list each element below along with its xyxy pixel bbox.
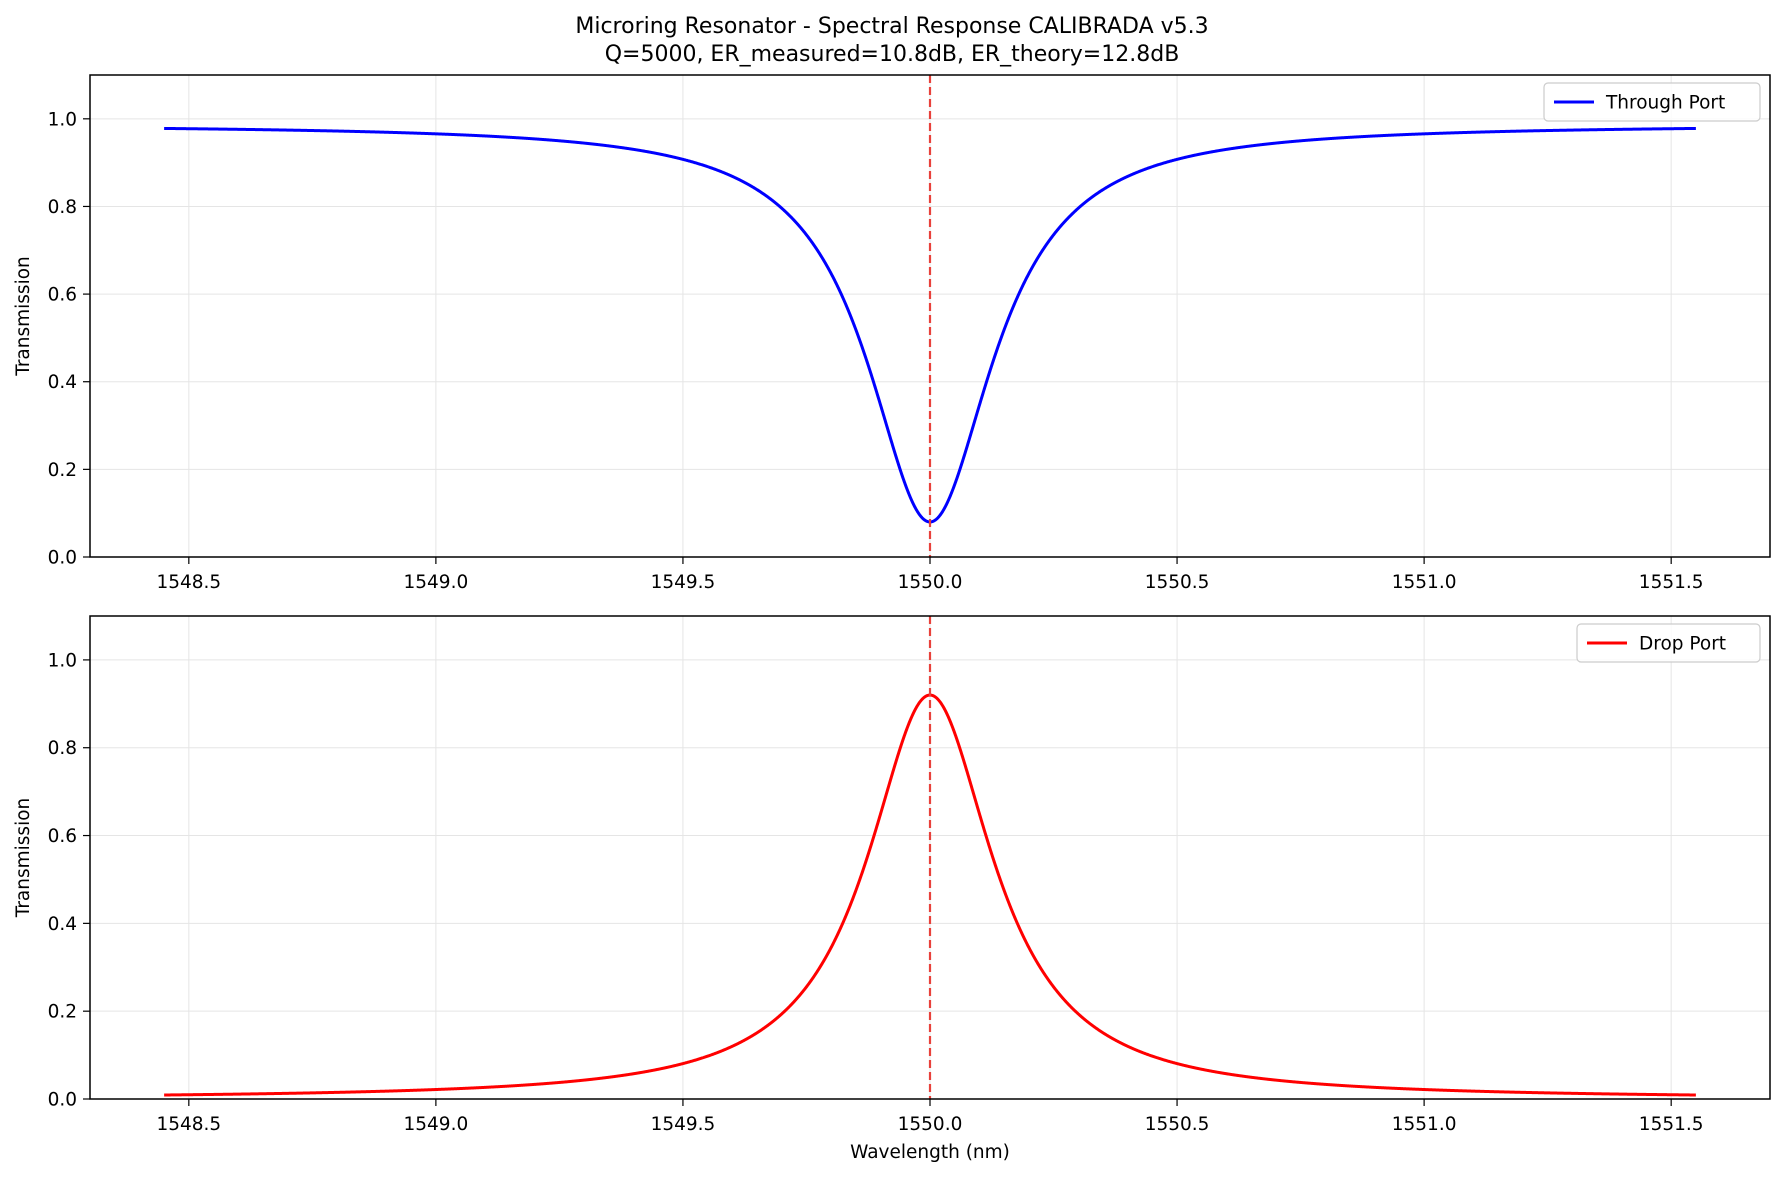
legend-box [1576,623,1761,663]
y-tick-label: 0.0 [48,548,77,569]
chart-title-line-2: Q=5000, ER_measured=10.8dB, ER_theory=12… [605,42,1180,67]
legend-label-through-port: Through Port [1605,93,1725,114]
x-tick-label: 1550.5 [1145,572,1210,593]
x-tick-label: 1550.0 [898,1114,963,1135]
x-tick-label: 1550.0 [898,572,963,593]
y-tick-label: 0.8 [48,197,77,218]
x-tick-label: 1551.0 [1392,572,1457,593]
y-tick-label: 0.6 [48,826,77,847]
x-tick-label: 1549.0 [404,1114,469,1135]
x-tick-label: 1549.5 [651,572,716,593]
x-tick-label: 1550.5 [1145,1114,1210,1135]
y-tick-label: 0.8 [48,738,77,759]
x-tick-label: 1549.5 [651,1114,716,1135]
y-axis-label: Transmission [13,256,34,377]
through-port-panel: 1548.5 1549.0 1549.5 1550.0 1550.5 1551.0 1551… [13,74,1771,593]
x-tick-label: 1551.5 [1639,572,1704,593]
y-tick-label: 0.2 [48,1002,77,1023]
x-tick-label: 1548.5 [156,572,221,593]
y-tick-label: 0.0 [48,1090,77,1111]
x-axis-label: Wavelength (nm) [850,1142,1010,1163]
x-tick-label: 1551.5 [1639,1114,1704,1135]
y-tick-label: 0.6 [48,285,77,306]
y-tick-label: 1.0 [48,109,77,130]
drop-port-panel: 1548.5 1549.0 1549.5 1550.0 1550.5 1551.0 1551… [13,615,1771,1163]
x-tick-label: 1548.5 [156,1114,221,1135]
legend-box [1543,82,1761,122]
chart-title-line-1: Microring Resonator - Spectral Response … [575,14,1208,39]
y-tick-label: 0.4 [48,914,77,935]
legend-label-drop-port: Drop Port [1639,634,1726,655]
y-tick-label: 0.4 [48,372,77,393]
x-tick-label: 1549.0 [404,572,469,593]
y-axis-label: Transmission [13,798,34,919]
y-tick-label: 1.0 [48,650,77,671]
y-tick-label: 0.2 [48,460,77,481]
x-tick-label: 1551.0 [1392,1114,1457,1135]
